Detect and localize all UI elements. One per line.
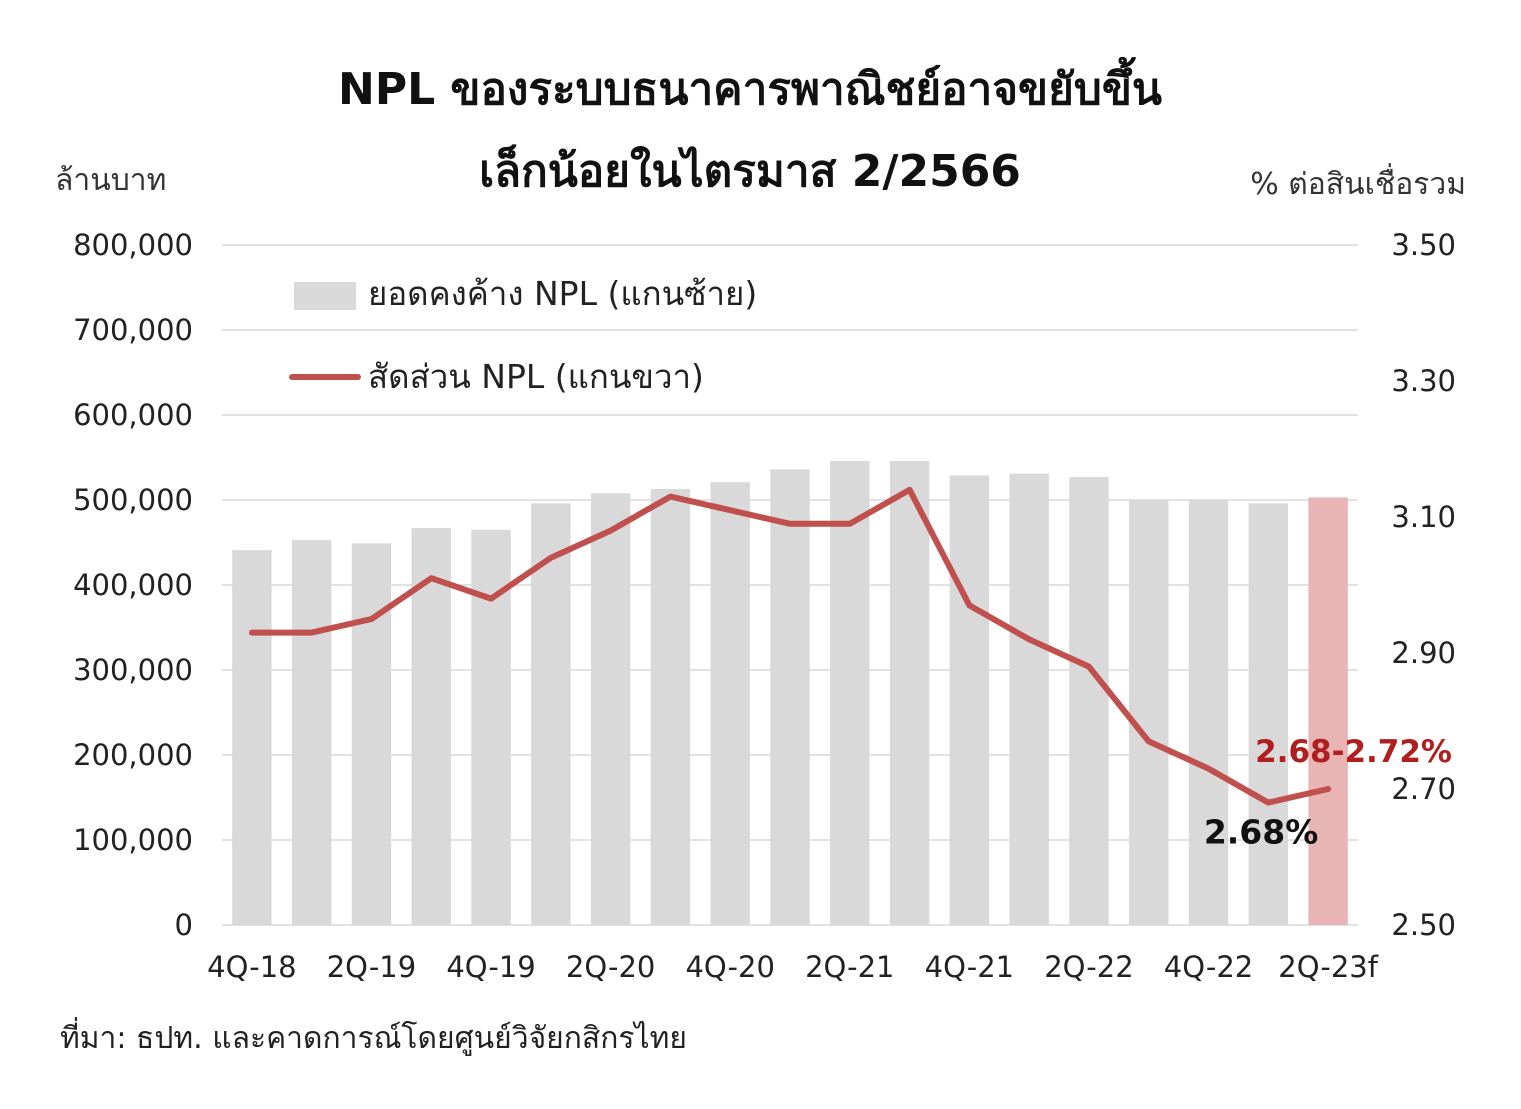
bar-2Q-20 xyxy=(590,493,631,925)
annotation-label: 2.68-2.72% xyxy=(1255,734,1452,770)
line-series xyxy=(248,486,1332,806)
left-tick-label: 800,000 xyxy=(73,228,193,262)
right-tick-label: 3.50 xyxy=(1391,228,1456,262)
bar-1Q-21 xyxy=(770,469,810,925)
x-tick-label: 4Q-19 xyxy=(446,950,535,984)
left-tick-label: 300,000 xyxy=(73,653,193,687)
bar-series xyxy=(232,460,1348,925)
right-tick-label: 3.30 xyxy=(1391,364,1456,398)
bar-1Q-19 xyxy=(291,539,332,925)
x-tick-label: 4Q-21 xyxy=(925,950,1014,984)
left-tick-label: 700,000 xyxy=(73,313,193,347)
bar-3Q-19 xyxy=(411,528,451,925)
left-tick-label: 100,000 xyxy=(73,823,193,857)
bar-3Q-21 xyxy=(889,460,930,925)
left-axis-ticks: 0 100,000 200,000 300,000 400,000 500,000 600,… xyxy=(73,228,193,942)
x-tick-label: 2Q-19 xyxy=(327,950,416,984)
bar-2Q-19 xyxy=(351,543,392,925)
left-tick-label: 500,000 xyxy=(73,483,193,517)
bar-2Q-23f xyxy=(1308,497,1348,925)
bar-1Q-20 xyxy=(531,503,571,925)
bar-4Q-20 xyxy=(710,482,750,925)
bar-2Q-21 xyxy=(830,460,870,925)
left-tick-label: 200,000 xyxy=(73,738,193,772)
legend-bar-swatch xyxy=(294,282,356,310)
legend: ยอดคงค้าง NPL (แกนซ้าย) สัดส่วน NPL (แกน… xyxy=(289,274,757,396)
right-tick-label: 2.50 xyxy=(1391,908,1456,942)
right-tick-label: 2.70 xyxy=(1391,772,1456,806)
x-tick-label: 2Q-21 xyxy=(805,950,894,984)
x-tick-label: 2Q-23f xyxy=(1278,950,1378,984)
bar-3Q-20 xyxy=(650,488,691,925)
annotation-label: 2.68% xyxy=(1204,813,1319,852)
x-axis-ticks: 4Q-18 2Q-19 4Q-19 2Q-20 4Q-20 2Q-21 4Q-21 2Q-22… xyxy=(207,950,1379,984)
bar-1Q-23 xyxy=(1248,503,1289,925)
legend-line-label: สัดส่วน NPL (แกนขวา) xyxy=(368,357,704,396)
chart-title-line2: เล็กน้อยในไตรมาส 2/2566 xyxy=(479,144,1021,197)
x-tick-label: 2Q-22 xyxy=(1044,950,1133,984)
bar-1Q-22 xyxy=(1009,473,1049,925)
left-axis-label: ล้านบาท xyxy=(55,163,166,198)
bar-4Q-22 xyxy=(1188,500,1229,925)
x-tick-label: 4Q-22 xyxy=(1164,950,1253,984)
right-axis-label: % ต่อสินเชื่อรวม xyxy=(1250,163,1466,202)
left-tick-label: 600,000 xyxy=(73,398,193,432)
right-tick-label: 2.90 xyxy=(1391,636,1456,670)
x-tick-label: 4Q-20 xyxy=(685,950,774,984)
annotations: 2.68-2.72% 2.68% xyxy=(1204,734,1452,852)
bar-4Q-18 xyxy=(232,550,272,925)
left-tick-label: 400,000 xyxy=(73,568,193,602)
right-axis-ticks: 2.50 2.70 2.90 3.10 3.30 3.50 xyxy=(1391,228,1456,942)
left-tick-label: 0 xyxy=(175,908,193,942)
bar-2Q-22 xyxy=(1069,477,1109,925)
x-tick-label: 2Q-20 xyxy=(566,950,655,984)
source-note: ที่มา: ธปท. และคาดการณ์โดยศูนย์วิจัยกสิก… xyxy=(60,1017,687,1056)
chart-title-line1: NPL ของระบบธนาคารพาณิชย์อาจขยับขึ้น xyxy=(338,56,1162,115)
bar-4Q-21 xyxy=(949,475,990,925)
right-tick-label: 3.10 xyxy=(1391,500,1456,534)
legend-bar-label: ยอดคงค้าง NPL (แกนซ้าย) xyxy=(368,274,757,313)
bar-3Q-22 xyxy=(1129,500,1169,925)
x-tick-label: 4Q-18 xyxy=(207,950,296,984)
